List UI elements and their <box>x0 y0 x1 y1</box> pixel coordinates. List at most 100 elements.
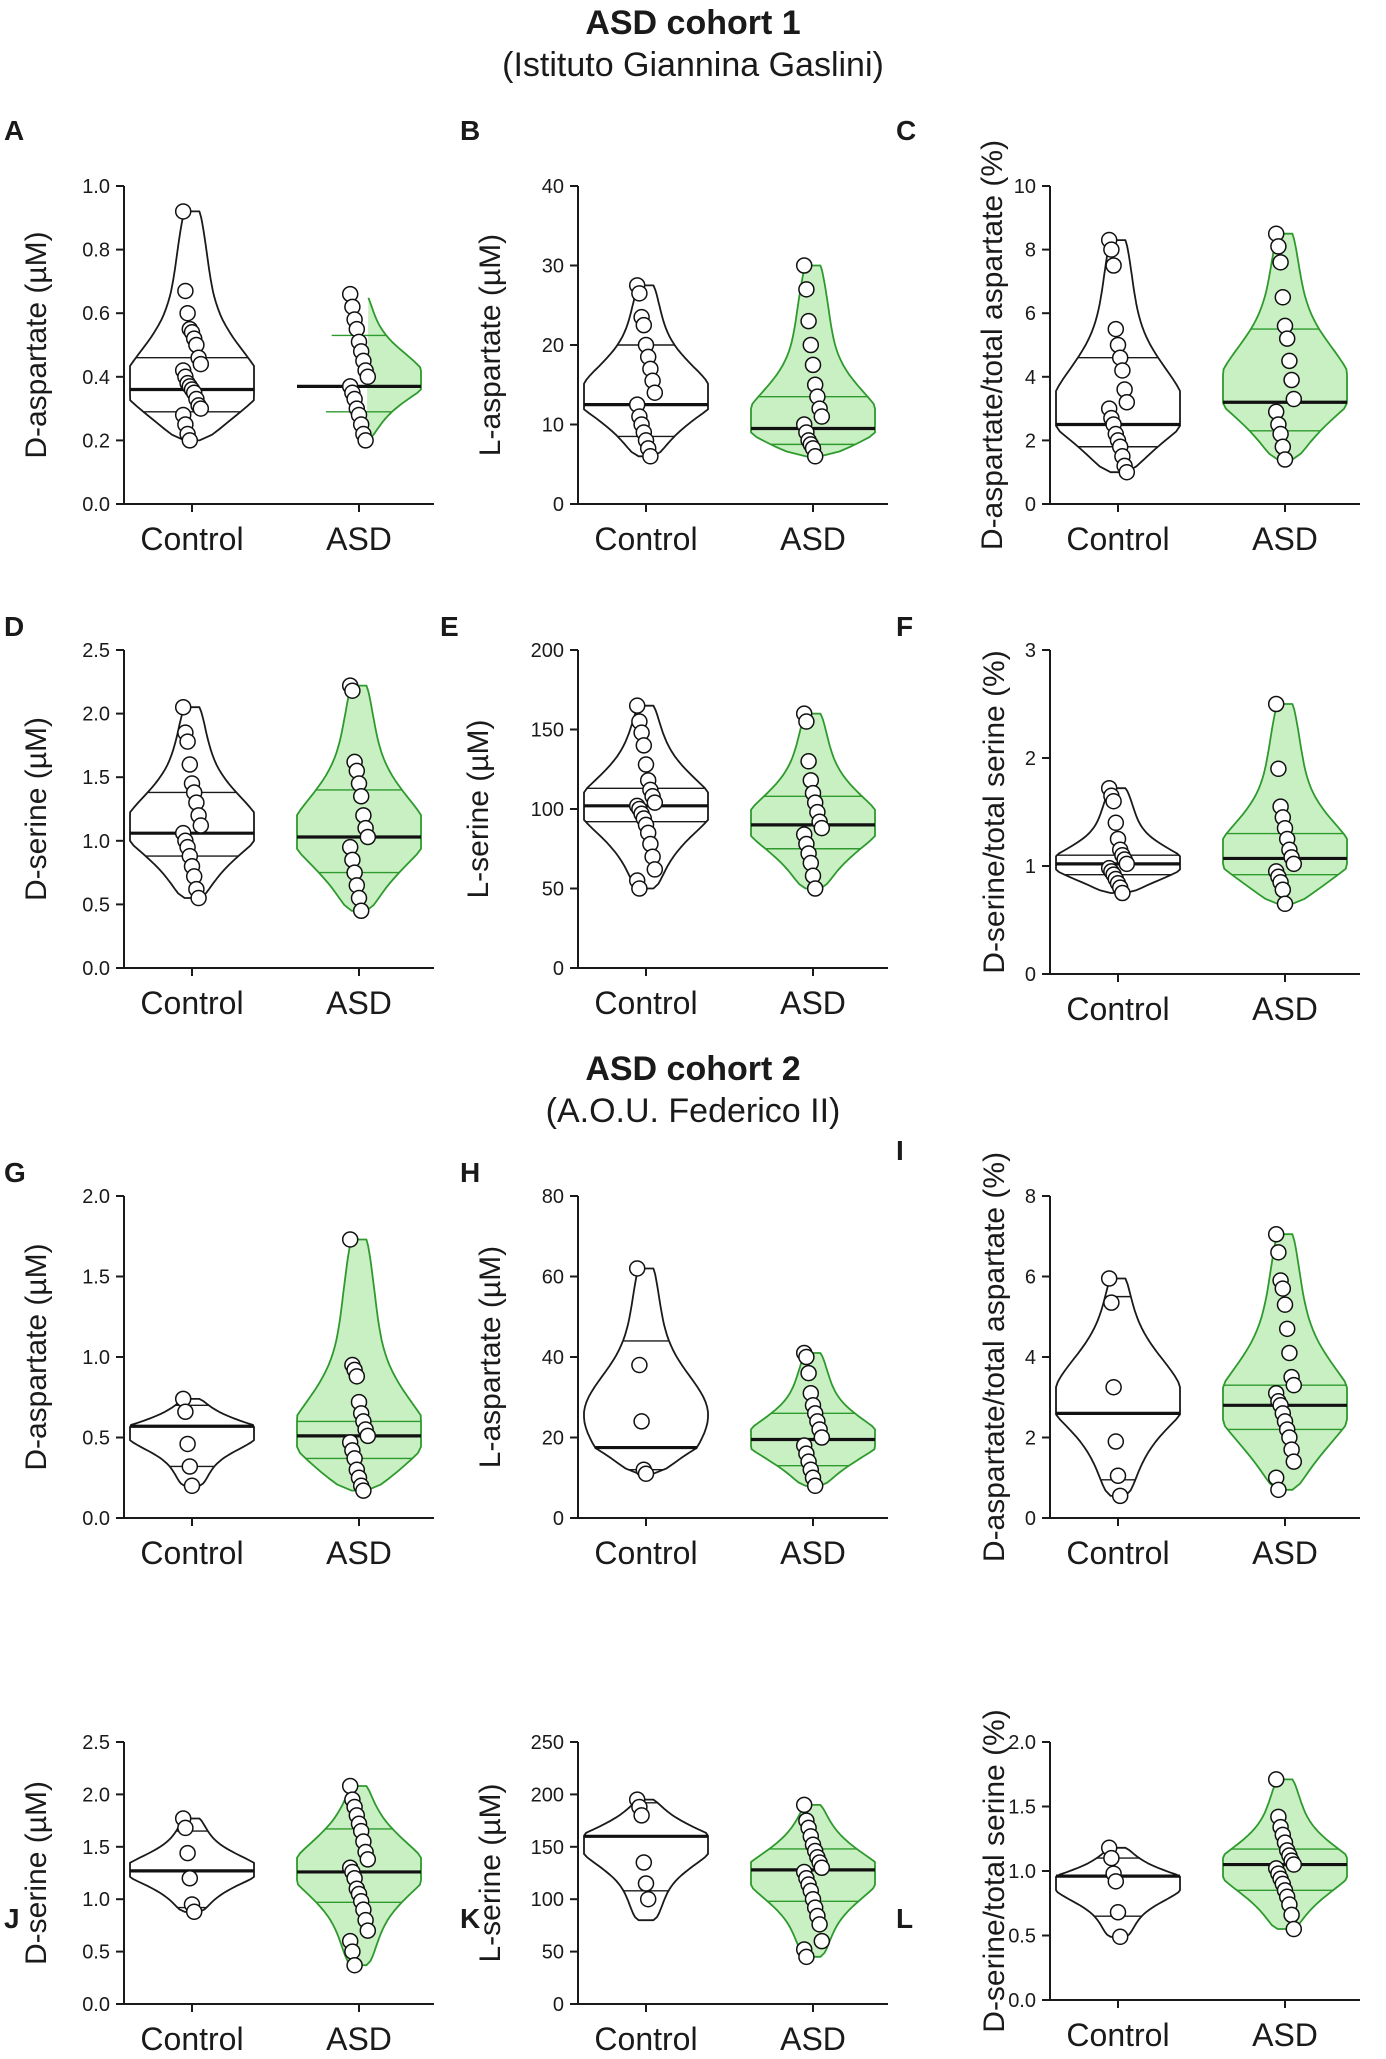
data-point <box>1103 241 1120 258</box>
data-point <box>798 1348 815 1366</box>
data-point <box>1285 855 1303 873</box>
data-point <box>1274 1280 1292 1297</box>
y-tick-label: 10 <box>542 415 564 437</box>
data-point <box>190 889 207 907</box>
x-tick-label: ASD <box>326 521 392 557</box>
data-point <box>1105 257 1122 274</box>
data-point <box>1285 390 1303 408</box>
data-point <box>181 756 199 773</box>
data-point <box>179 1844 196 1862</box>
data-point <box>174 698 192 716</box>
y-tick-label: 150 <box>531 720 564 742</box>
y-tick-label: 0.0 <box>82 494 110 516</box>
x-tick-label: ASD <box>326 985 392 1021</box>
y-tick-label: 0.8 <box>82 240 110 262</box>
y-axis-label: L-aspartate (µM) <box>474 1246 507 1468</box>
y-tick-label: 4 <box>1025 367 1036 389</box>
data-point <box>183 1477 201 1495</box>
x-tick-label: ASD <box>780 521 846 557</box>
x-tick-label: Control <box>594 985 697 1021</box>
x-tick-label: Control <box>140 985 243 1021</box>
y-tick-label: 150 <box>531 1837 564 1859</box>
data-point <box>1105 1378 1122 1396</box>
data-point <box>1111 1487 1129 1505</box>
panel-l: L 0.0 0.5 1.0 1.5 2.0D-serine/total serine (%… <box>896 1709 1360 2053</box>
y-tick-label: 1.5 <box>82 767 110 789</box>
data-point <box>1109 1467 1127 1484</box>
cohort2-title: ASD cohort 2 <box>585 1050 801 1088</box>
data-point <box>1278 1320 1296 1338</box>
y-tick-label: 2.0 <box>82 1784 110 1806</box>
data-point <box>1285 1453 1303 1470</box>
y-tick-label: 0.5 <box>82 1942 110 1964</box>
y-tick-label: 100 <box>531 799 564 821</box>
data-point <box>1270 1244 1287 1261</box>
y-tick-label: 200 <box>531 640 564 662</box>
data-point <box>1267 1225 1285 1243</box>
data-point <box>192 400 210 417</box>
data-point <box>181 432 199 449</box>
data-point <box>1107 1433 1125 1450</box>
data-point <box>800 312 817 330</box>
data-point <box>798 713 815 730</box>
y-tick-label: 0 <box>553 494 564 516</box>
y-axis-label: D-aspartate (µM) <box>20 1243 53 1470</box>
y-tick-label: 1.5 <box>82 1837 110 1859</box>
y-tick-label: 20 <box>542 335 564 357</box>
panel-c: C 0 2 4 6 8 10D-aspartate/total aspartate (%) C… <box>896 115 1360 557</box>
data-point <box>192 355 210 373</box>
y-axis-label: D-aspartate (µM) <box>20 231 53 458</box>
data-point <box>344 1943 361 1960</box>
panel-d: D 0.0 0.5 1.0 1.5 2.0 2.5 D-serine (µM) Control A… <box>4 611 434 1021</box>
y-tick-label: 1.0 <box>82 831 110 853</box>
panel-letter: G <box>4 1157 26 1188</box>
data-point <box>1111 1928 1129 1946</box>
data-point <box>628 697 646 714</box>
data-point <box>341 1231 359 1248</box>
y-tick-label: 50 <box>542 879 564 901</box>
data-point <box>800 753 817 770</box>
data-point <box>798 1948 815 1966</box>
data-point <box>639 1890 657 1908</box>
y-tick-label: 4 <box>1025 1347 1036 1369</box>
y-axis-label: D-aspartate/total aspartate (%) <box>978 1152 1011 1562</box>
panel-letter: L <box>896 1903 913 1934</box>
y-tick-label: 250 <box>531 1732 564 1754</box>
panel-h: H 0 20 40 60 80 L-aspartate (µM) Control ASD <box>460 1157 888 1571</box>
y-tick-label: 200 <box>531 1784 564 1806</box>
y-tick-label: 1.5 <box>82 1267 110 1289</box>
data-point <box>813 819 831 837</box>
violin-asd <box>365 297 422 442</box>
data-point <box>1270 238 1287 255</box>
x-tick-label: ASD <box>780 1535 846 1571</box>
data-point <box>1107 320 1125 338</box>
panel-i: I 0 2 4 6 8 D-aspartate/total aspartate (%) Con… <box>896 1135 1360 1571</box>
data-point <box>813 1859 831 1877</box>
panel-j: J 0.0 0.5 1.0 1.5 2.0 2.5 D-serine (µM) Control A… <box>4 1732 434 2057</box>
x-tick-label: Control <box>594 1535 697 1571</box>
y-tick-label: 0 <box>1025 1508 1036 1530</box>
panel-b: B 0 10 20 30 40 L-aspartate (µM) Control ASD <box>460 115 888 557</box>
y-tick-label: 6 <box>1025 303 1036 325</box>
panel-letter: C <box>896 115 916 146</box>
y-tick-label: 8 <box>1025 240 1036 262</box>
data-point <box>802 336 820 354</box>
data-point <box>811 1916 828 1933</box>
y-tick-label: 0.0 <box>82 1994 110 2016</box>
data-point <box>635 1854 653 1871</box>
data-point <box>646 861 664 878</box>
data-point <box>1276 895 1294 913</box>
data-point <box>1118 463 1136 481</box>
data-point <box>1285 1376 1303 1394</box>
y-axis-label: D-serine/total serine (%) <box>978 1709 1011 2032</box>
data-point <box>179 304 196 322</box>
data-point <box>1107 1873 1125 1890</box>
y-axis-label: D-serine (µM) <box>20 717 53 901</box>
data-point <box>355 1482 372 1499</box>
data-point <box>646 794 664 811</box>
data-point <box>804 356 822 374</box>
data-point <box>357 432 374 449</box>
data-point <box>341 1777 359 1795</box>
data-point <box>1276 451 1294 468</box>
x-tick-label: Control <box>1066 2017 1169 2053</box>
